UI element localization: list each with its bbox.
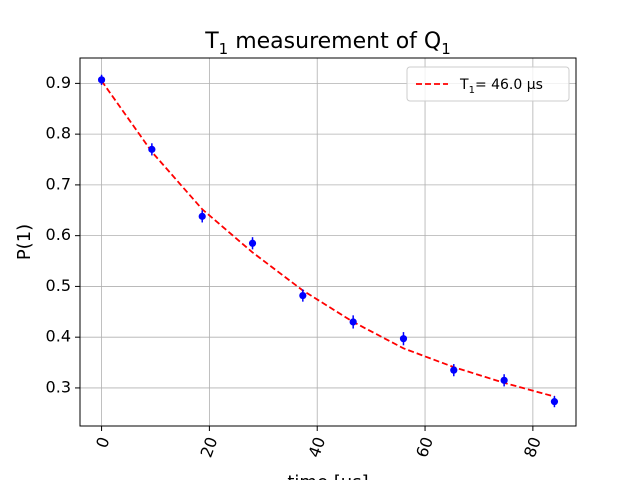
data-point: [248, 239, 257, 247]
x-axis-ticks: 0 20 40 60 80: [92, 426, 545, 460]
data-point: [349, 318, 357, 326]
data-point: [550, 398, 559, 406]
x-axis-label: time [μs]: [287, 472, 368, 480]
x-tick-label: 0: [92, 434, 113, 450]
y-tick-label: 0.8: [46, 124, 71, 143]
y-axis-label: P(1): [14, 224, 35, 260]
legend: T1= 46.0 μs: [406, 66, 570, 102]
y-tick-label: 0.6: [46, 225, 71, 244]
x-tick-label: 60: [412, 434, 437, 460]
y-tick-label: 0.7: [46, 174, 71, 193]
data-point: [399, 335, 408, 343]
grid-lines: [80, 58, 576, 426]
data-point: [299, 291, 307, 300]
data-points-series: [97, 74, 559, 408]
data-point: [198, 212, 206, 220]
y-tick-label: 0.9: [46, 73, 71, 92]
y-tick-label: 0.3: [46, 377, 71, 396]
y-axis-ticks: 0.3 0.4 0.5 0.6 0.7 0.8 0.9: [46, 73, 80, 396]
plot-area: [79, 57, 577, 427]
x-tick-label: 20: [197, 434, 222, 460]
y-tick-label: 0.5: [46, 276, 71, 295]
data-point: [500, 376, 508, 384]
y-tick-label: 0.4: [46, 327, 71, 346]
data-point: [148, 145, 156, 153]
data-point: [97, 76, 106, 84]
data-point: [450, 366, 458, 374]
x-tick-label: 40: [304, 434, 329, 460]
chart-title: T1 measurement of Q1: [204, 29, 451, 58]
fit-line-series: [100, 80, 555, 398]
x-tick-label: 80: [520, 434, 545, 460]
legend-fit-line-label: T1= 46.0 μs: [459, 77, 543, 96]
fit-line: [100, 80, 555, 398]
legend-box: [406, 66, 570, 102]
